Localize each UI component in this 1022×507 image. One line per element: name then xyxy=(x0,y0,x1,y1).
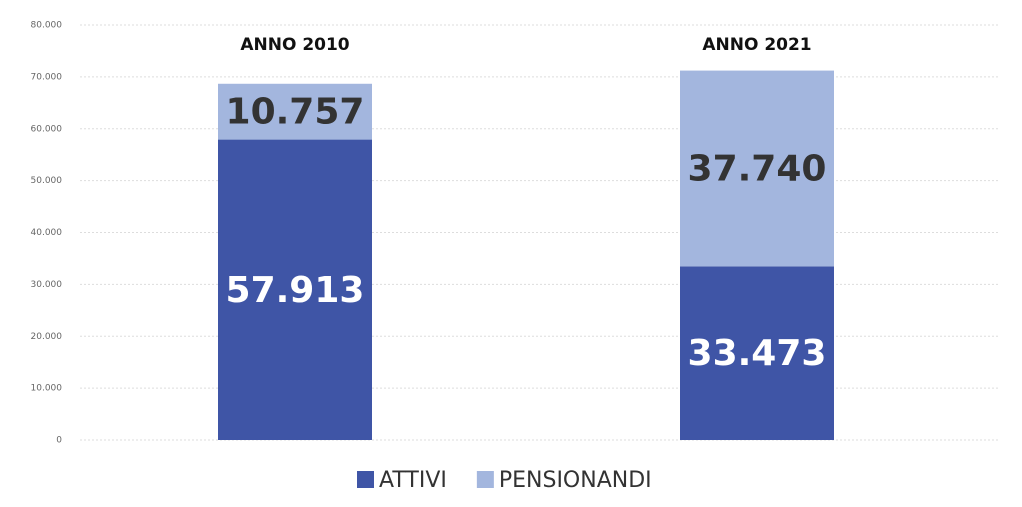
y-tick-label: 50.000 xyxy=(31,176,63,186)
category-label: ANNO 2010 xyxy=(240,35,349,55)
value-label: 10.757 xyxy=(226,92,365,133)
legend-swatch xyxy=(357,471,374,488)
legend-label: PENSIONANDI xyxy=(499,468,652,493)
y-tick-label: 70.000 xyxy=(31,72,63,82)
legend-label: ATTIVI xyxy=(379,468,447,493)
legend-swatch xyxy=(476,471,494,488)
y-tick-label: 0 xyxy=(56,436,62,446)
y-tick-label: 80.000 xyxy=(31,21,63,31)
bar-segment xyxy=(680,266,834,440)
bar-segment xyxy=(680,70,834,267)
value-label: 37.740 xyxy=(688,148,827,189)
y-tick-label: 10.000 xyxy=(31,384,63,394)
value-label: 57.913 xyxy=(226,270,365,311)
y-tick-label: 30.000 xyxy=(31,280,63,290)
category-label: ANNO 2021 xyxy=(702,35,811,55)
y-tick-label: 20.000 xyxy=(31,332,63,342)
y-tick-label: 40.000 xyxy=(31,228,63,238)
bar-segment xyxy=(218,83,372,140)
value-label: 33.473 xyxy=(688,333,827,374)
y-tick-label: 60.000 xyxy=(31,124,63,134)
bar-segment xyxy=(218,139,372,441)
